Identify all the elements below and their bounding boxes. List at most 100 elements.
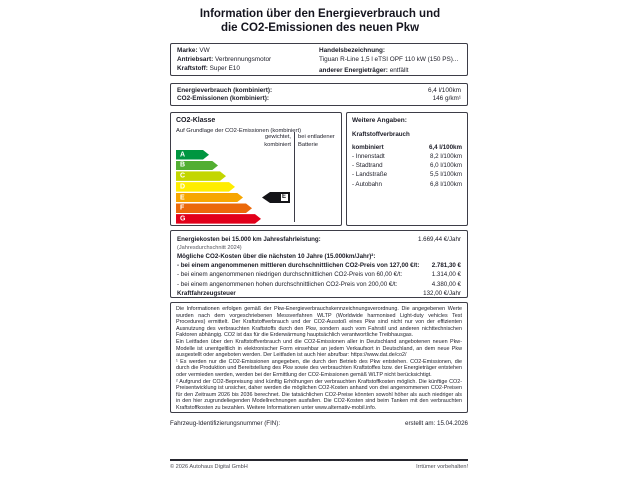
energy-costs-label: Energiekosten bei 15.000 km Jahresfahrle… xyxy=(177,235,321,243)
co2-class-arrow-d: D xyxy=(176,182,235,192)
consumption-row-highway: - Autobahn 6,8 l/100km xyxy=(352,180,462,189)
vin-label: Fahrzeug-Identifizierungsnummer (FIN): xyxy=(170,420,281,427)
co2-costs-medium-label: - bei einem angenommenen mittleren durch… xyxy=(177,262,420,270)
consumption-row-rural-value: 5,5 l/100km xyxy=(430,171,462,179)
co2-costs-medium-row: - bei einem angenommenen mittleren durch… xyxy=(177,261,461,270)
co2-class-arrow-b: B xyxy=(176,161,218,171)
page-title-line1: Information über den Energieverbrauch un… xyxy=(199,8,441,20)
energy-costs-subnote: (Jahresdurchschnitt 2024) xyxy=(177,244,242,251)
fine-print-paragraph-1: Die Informationen erfolgen gemäß der Pkw… xyxy=(176,306,462,339)
co2-costs-high-row: - bei einem angenommenen hohen durchschn… xyxy=(177,280,461,289)
co2-class-letter-d: D xyxy=(180,183,186,191)
further-details-box: Weitere Angaben: Kraftstoffverbrauch kom… xyxy=(346,112,468,226)
co2-class-box: CO2-Klasse Auf Grundlage der CO2-Emissio… xyxy=(170,112,342,226)
co2-class-arrow-a: A xyxy=(176,150,209,160)
brand-label: Marke: xyxy=(177,47,198,54)
other-energy-value: entfällt xyxy=(389,66,409,74)
consumption-row-city-label: - Innenstadt xyxy=(352,152,385,160)
consumption-combined-label: Energieverbrauch (kombiniert): xyxy=(177,86,273,94)
co2-class-marker-letter: E xyxy=(280,193,288,202)
co2-col2-line2: Batterie xyxy=(298,141,318,148)
fuel-consumption-section-label: Kraftstoffverbrauch xyxy=(352,130,410,138)
fine-print-paragraph-2: Ein Leitfaden über den Kraftstoffverbrau… xyxy=(176,338,462,359)
costs-box: Energiekosten bei 15.000 km Jahresfahrle… xyxy=(170,230,468,298)
co2-class-scale: A B C D E F G xyxy=(176,150,261,225)
vehicle-tax-row: Kraftfahrzeugsteuer 132,00 €/Jahr xyxy=(177,289,461,297)
co2-column-weighted-combined: gewichtet, kombiniert xyxy=(229,134,291,149)
consumption-row-suburb: - Stadtrand 6,0 l/100km xyxy=(352,161,462,170)
consumption-row-rural: - Landstraße 5,5 l/100km xyxy=(352,170,462,179)
vin-row: Fahrzeug-Identifizierungsnummer (FIN): e… xyxy=(170,420,468,427)
co2-col2-line1: bei entladener xyxy=(298,134,335,140)
page-title: Information über den Energieverbrauch un… xyxy=(0,8,640,35)
consumption-combined-row: Energieverbrauch (kombiniert): 6,4 l/100… xyxy=(177,87,461,96)
consumption-row-combined-value: 6,4 l/100km xyxy=(428,143,462,151)
footer-disclaimer: Irrtümer vorbehalten! xyxy=(416,464,468,470)
co2-class-letter-f: F xyxy=(180,204,185,212)
fuel-value: Super E10 xyxy=(209,64,240,72)
co2-class-letter-b: B xyxy=(180,161,186,169)
co2-class-letter-g: G xyxy=(180,215,186,223)
vehicle-tax-value: 132,00 €/Jahr xyxy=(423,289,461,297)
page-title-line2: die CO2-Emissionen des neuen Pkw xyxy=(220,21,420,34)
drivetrain-row: Antriebsart: Verbrennungsmotor xyxy=(177,56,319,65)
co2-class-letter-a: A xyxy=(180,151,186,159)
consumption-combined-value: 6,4 l/100km xyxy=(427,86,461,94)
co2-combined-row: CO2-Emissionen (kombiniert): 146 g/km¹ xyxy=(177,95,461,104)
drivetrain-label: Antriebsart: xyxy=(177,55,214,63)
consumption-row-highway-label: - Autobahn xyxy=(352,180,382,188)
consumption-row-combined-label: kombiniert xyxy=(352,143,384,151)
vehicle-tax-label: Kraftfahrzeugsteuer xyxy=(177,289,236,297)
fine-print-footnote-1: ¹ Es werden nur die CO2-Emissionen angeg… xyxy=(176,358,462,378)
consumption-row-highway-value: 6,8 l/100km xyxy=(430,180,462,188)
energy-costs-row: Energiekosten bei 15.000 km Jahresfahrle… xyxy=(177,235,461,244)
energy-costs-value: 1.669,44 €/Jahr xyxy=(417,235,461,243)
vehicle-info-right: Handelsbezeichnung: Tiguan R-Line 1,5 l … xyxy=(319,47,461,74)
consumption-row-suburb-value: 6,0 l/100km xyxy=(430,162,462,170)
co2-costs-high-value: 4.380,00 € xyxy=(431,280,461,288)
co2-combined-value: 146 g/km¹ xyxy=(432,95,461,103)
co2-class-letter-e: E xyxy=(180,194,185,201)
co2-costs-low-label: - bei einem angenommenen niedrigen durch… xyxy=(177,271,403,279)
fine-print-footnote-2: ² Aufgrund der CO2-Bepreisung sind künft… xyxy=(176,378,462,411)
consumption-row-city: - Innenstadt 8,2 l/100km xyxy=(352,152,462,161)
co2-costs-low-value: 1.314,00 € xyxy=(431,271,461,279)
brand-row: Marke: VW xyxy=(177,47,319,56)
combined-values-box: Energieverbrauch (kombiniert): 6,4 l/100… xyxy=(170,83,468,106)
co2-combined-label: CO2-Emissionen (kombiniert): xyxy=(177,95,269,103)
co2-col1-line2: kombiniert xyxy=(264,141,291,148)
co2-costs-high-label: - bei einem angenommenen hohen durchschn… xyxy=(177,280,398,288)
co2-costs-low-row: - bei einem angenommenen niedrigen durch… xyxy=(177,270,461,279)
fuel-row: Kraftstoff: Super E10 xyxy=(177,65,319,74)
further-details-title: Weitere Angaben: xyxy=(352,117,407,124)
co2-class-subtitle: Auf Grundlage der CO2-Emissionen (kombin… xyxy=(176,128,302,134)
co2-class-arrow-e: E xyxy=(176,193,243,203)
co2-costs-header-row: Mögliche CO2-Kosten über die nächsten 10… xyxy=(177,252,461,261)
consumption-row-suburb-label: - Stadtrand xyxy=(352,162,383,170)
consumption-row-rural-label: - Landstraße xyxy=(352,171,388,179)
co2-class-letter-c: C xyxy=(180,172,186,180)
co2-class-arrow-g: G xyxy=(176,214,261,224)
brand-value: VW xyxy=(199,47,210,54)
co2-class-arrow-f: F xyxy=(176,203,252,213)
created-date: erstellt am: 15.04.2026 xyxy=(405,420,468,427)
drivetrain-value: Verbrennungsmotor xyxy=(215,55,272,63)
co2-costs-header: Mögliche CO2-Kosten über die nächsten 10… xyxy=(177,252,376,260)
co2-column-divider xyxy=(294,132,295,222)
co2-class-marker-arrow: E xyxy=(262,192,290,203)
vehicle-info-box: Marke: VW Antriebsart: Verbrennungsmotor… xyxy=(170,43,468,76)
vehicle-info-left: Marke: VW Antriebsart: Verbrennungsmotor… xyxy=(177,47,319,72)
co2-class-arrow-c: C xyxy=(176,171,226,181)
other-energy-row: anderer Energieträger: entfällt xyxy=(319,66,461,75)
page-footer: © 2026 Autohaus Digital GmbH Irrtümer vo… xyxy=(170,459,468,470)
co2-costs-medium-value: 2.781,30 € xyxy=(431,262,461,270)
consumption-row-city-value: 8,2 l/100km xyxy=(430,152,462,160)
consumption-row-combined: kombiniert 6,4 l/100km xyxy=(352,143,462,152)
co2-col1-line1: gewichtet, xyxy=(264,134,291,140)
fuel-label: Kraftstoff: xyxy=(177,64,208,72)
co2-class-title: CO2-Klasse xyxy=(176,117,216,124)
co2-column-battery-depleted: bei entladener Batterie xyxy=(298,134,340,149)
legal-fine-print-box: Die Informationen erfolgen gemäß der Pkw… xyxy=(170,302,468,413)
other-energy-label: anderer Energieträger: xyxy=(319,66,388,74)
